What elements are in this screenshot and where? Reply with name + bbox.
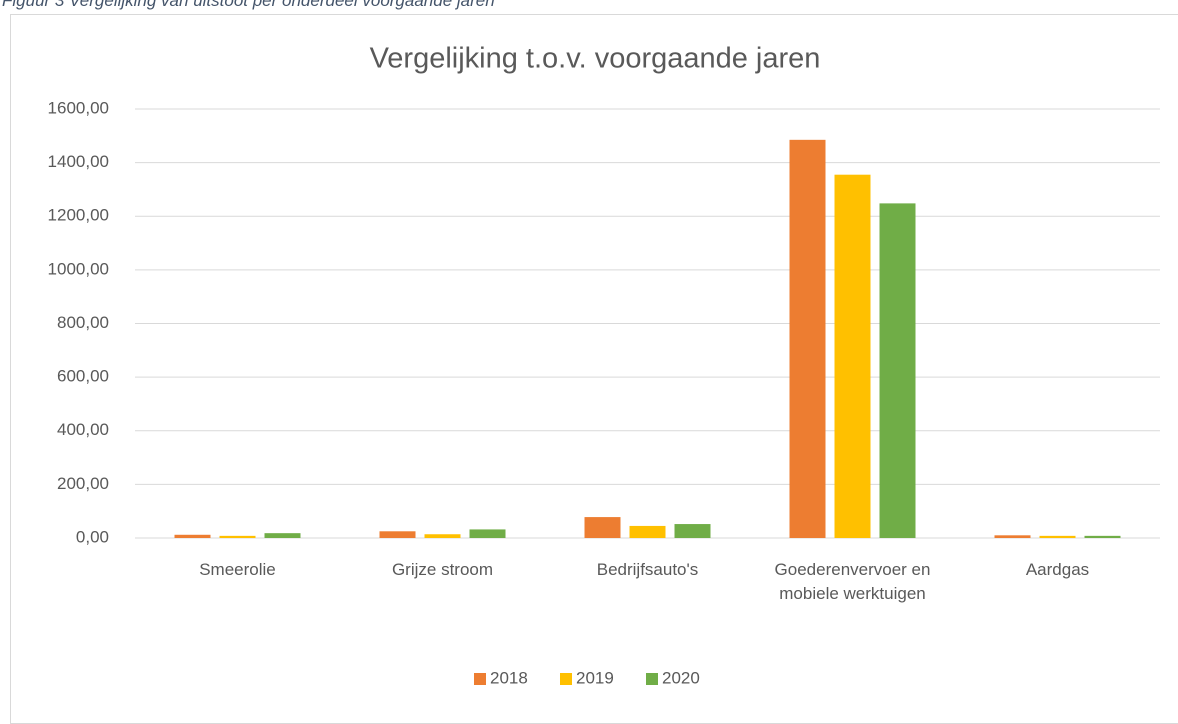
bar [789,139,826,538]
bar [1084,535,1121,538]
x-tick-label: Aardgas [1025,560,1090,579]
bar [629,525,666,538]
bar [1039,535,1076,538]
x-tick-label: Smeerolie [199,560,276,579]
y-tick-label: 1600,00 [48,98,109,117]
x-tick-label: Grijze stroom [391,560,494,579]
chart-title: Vergelijking t.o.v. voorgaande jaren [370,43,821,75]
legend-swatch [646,673,658,685]
y-tick-label: 200,00 [57,474,109,493]
legend-swatch [560,673,572,685]
bar [219,535,256,538]
bar [994,535,1031,538]
figure-caption: Figuur 3 Vergelijking van uitstoot per o… [2,0,495,10]
bar [469,529,506,538]
y-tick-label: 400,00 [57,420,109,439]
bar [174,534,211,538]
legend-swatch [474,673,486,685]
bar [674,524,711,538]
x-tick-label: Bedrijfsauto's [596,560,699,579]
y-tick-label: 1200,00 [48,206,109,225]
y-tick-label: 1400,00 [48,152,109,171]
legend-label: 2020 [662,668,700,687]
x-tick-label: Goederenvervoer en mobiele werktuigen [774,560,931,603]
bar [379,531,416,538]
y-tick-label: 0,00 [76,527,109,546]
chart: Vergelijking t.o.v. voorgaande jaren 0,0… [48,43,1160,687]
y-tick-label: 800,00 [57,313,109,332]
y-tick-label: 600,00 [57,367,109,386]
legend-label: 2018 [490,668,528,687]
legend-label: 2019 [576,668,614,687]
bar [834,174,871,539]
bar [879,203,916,538]
y-tick-label: 1000,00 [48,259,109,278]
bar [264,533,301,538]
bar [584,517,621,538]
bar [424,534,461,538]
